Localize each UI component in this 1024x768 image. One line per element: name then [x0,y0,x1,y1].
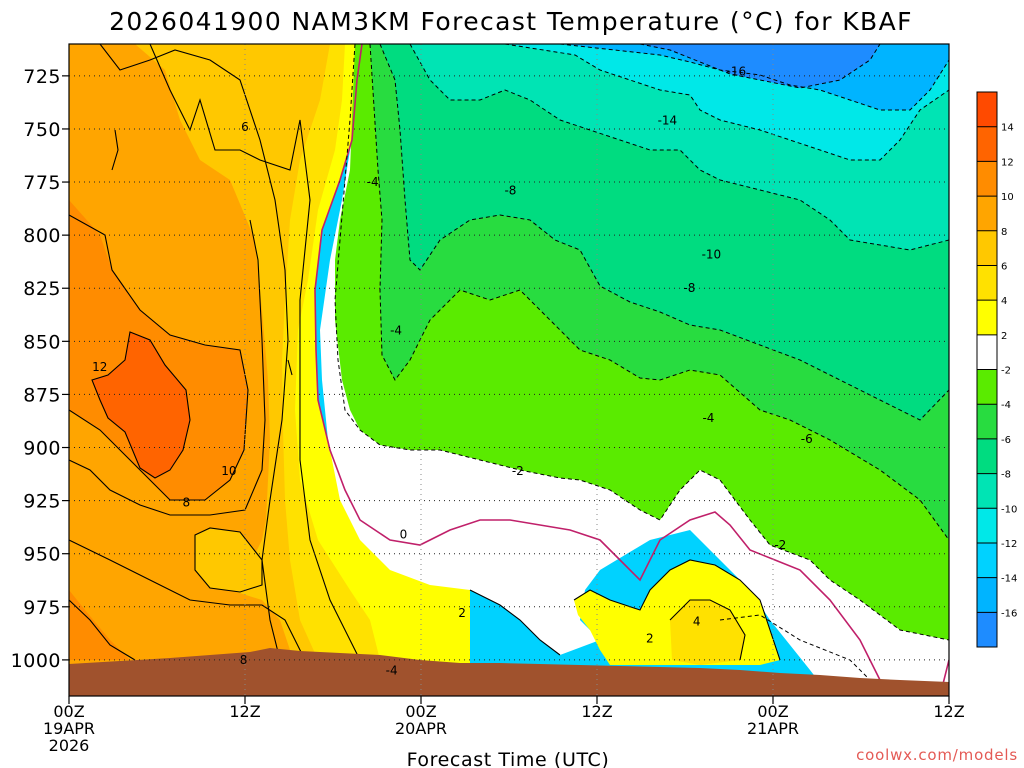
colorbar-label: 6 [1001,261,1007,272]
colorbar-swatch [977,334,997,370]
colorbar-swatch [977,161,997,197]
contour-label: -8 [504,184,516,198]
y-tick-label: 900 [23,438,61,460]
x-tick-label: 12Z [933,702,964,721]
credit-text: coolwx.com/models [856,746,1018,764]
contour-label: -4 [702,411,714,425]
colorbar-label: -16 [1001,608,1017,619]
colorbar-swatch [977,196,997,231]
colorbar-swatch [977,265,997,301]
contour-label: -10 [702,247,722,261]
chart-title: 2026041900 NAM3KM Forecast Temperature (… [109,7,913,36]
region-warm-core-12 [92,332,190,478]
contour-label: 6 [241,120,249,134]
colorbar-label: -10 [1001,504,1017,515]
contour-label: -4 [390,324,402,338]
colorbar-swatch [977,438,997,474]
colorbar-label: 2 [1001,331,1007,342]
contour-label: 2 [646,632,654,646]
grid [69,44,949,696]
x-tick-label: 00Z [53,702,84,721]
contour-labels: -16 -14 6 -4 -8 -10 -8 -4 12 -4 -6 10 -2 8 0 -2 2 4 2 8 -4 [92,65,813,678]
colorbar-label: -14 [1001,574,1017,585]
colorbar-label: -4 [1001,400,1011,411]
x-tick-label: 12Z [229,702,260,721]
contour-label: 10 [221,464,236,478]
contour-label: -4 [386,664,398,678]
colorbar-swatch [977,369,997,405]
y-tick-label: 1000 [11,650,61,672]
colorbar-label: 4 [1001,296,1007,307]
y-tick-label: 875 [23,384,61,406]
colorbar-label: -2 [1001,366,1011,377]
colorbar-swatch [977,612,997,647]
contour-label: 0 [400,528,408,542]
y-tick-label: 975 [23,597,61,619]
x-tick-label: 00Z [757,702,788,721]
colorbar: -16 -14 -12 -10 -8 -6 -4 -2 2 4 6 8 10 12 14 [976,91,1017,648]
zero-isotherm [314,44,896,696]
x-axis-label: Forecast Time (UTC) [407,749,610,768]
region-warm-lower-left [69,590,130,660]
y-tick-label: 775 [23,172,61,194]
region-warm-orange-10 [69,200,248,500]
plot-area [69,44,949,696]
dashed-contours [334,44,949,691]
colorbar-label: -12 [1001,539,1017,550]
y-tick-label: 725 [23,66,61,88]
x-tick-year: 2026 [49,736,90,755]
colorbar-swatch [977,230,997,266]
y-tick-label: 950 [23,544,61,566]
y-tick-label: 800 [23,225,61,247]
contour-label: -14 [658,113,678,127]
colorbar-swatch [977,508,997,543]
region-cold-core [640,44,880,88]
contour-label: -2 [774,538,786,552]
x-tick-date: 21APR [747,719,799,738]
solid-contours [69,44,781,691]
y-tick-label: 750 [23,119,61,141]
region-warm-pocket-2 [670,600,745,665]
colorbar-swatch [977,126,997,162]
y-tick-label: 825 [23,278,61,300]
plot-frame [68,43,950,697]
x-tick-label: 00Z [405,702,436,721]
contour-label: 8 [240,653,248,667]
x-tick-date: 20APR [395,719,447,738]
x-tick-date: 19APR [43,719,95,738]
colorbar-swatch [977,92,997,127]
contour-label: 2 [458,606,466,620]
y-tick-label: 850 [23,331,61,353]
colorbar-swatch [977,300,997,335]
contour-label: -2 [512,464,524,478]
colorbar-swatch [977,577,997,613]
colorbar-swatch [977,473,997,509]
colorbar-label: 14 [1001,123,1014,134]
y-tick-label: 925 [23,491,61,513]
x-tick-label: 12Z [581,702,612,721]
colorbar-label: 12 [1001,157,1014,168]
contour-label: -16 [727,65,747,79]
contour-label: -8 [683,281,695,295]
contour-label: 4 [693,615,701,629]
contour-label: 8 [183,496,191,510]
colorbar-swatch [977,404,997,439]
colorbar-label: 10 [1001,192,1014,203]
contour-label: -4 [367,175,379,189]
colorbar-label: -6 [1001,435,1011,446]
contour-label: 12 [92,360,107,374]
colorbar-label: 8 [1001,227,1007,238]
y-axis: 725 750 775 800 825 850 875 900 925 950 975 1000 [11,66,69,672]
colorbar-swatch [977,542,997,578]
contour-label: -6 [801,432,813,446]
colorbar-label: -8 [1001,470,1011,481]
